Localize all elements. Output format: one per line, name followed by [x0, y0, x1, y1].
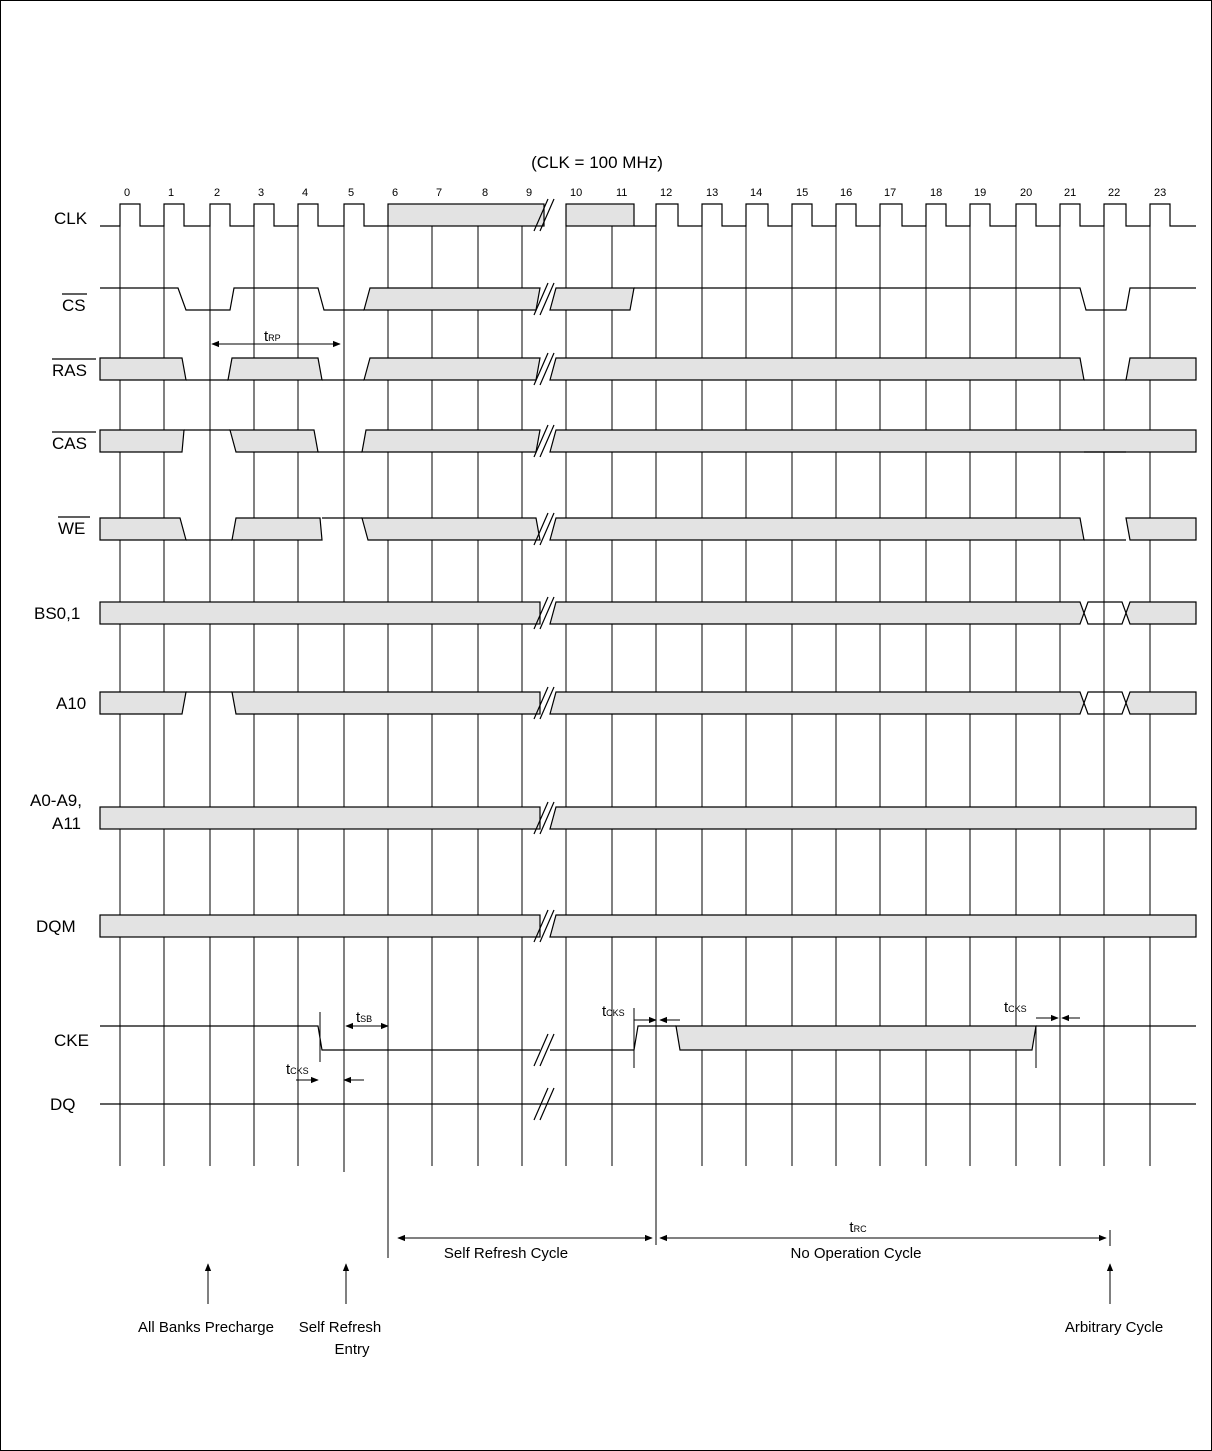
bs-waveform — [99, 601, 1197, 625]
cs-waveform — [100, 287, 1196, 311]
break-mark — [539, 352, 555, 386]
tcks-label-1: tCKS — [286, 1061, 309, 1078]
tcks-label-3: tCKS — [1004, 999, 1027, 1016]
event-self-refresh-entry-2: Entry — [334, 1341, 370, 1358]
clock-number: 16 — [840, 187, 852, 199]
clock-number: 20 — [1020, 187, 1032, 199]
clock-number: 21 — [1064, 187, 1076, 199]
event-annotations: All Banks Precharge Self Refresh Entry A… — [138, 1263, 1163, 1358]
break-mark — [533, 1087, 549, 1121]
break-mark — [533, 801, 549, 835]
break-mark — [533, 424, 549, 458]
label-cke: CKE — [54, 1031, 89, 1050]
break-mark — [539, 282, 555, 316]
clock-number: 22 — [1108, 187, 1120, 199]
break-mark — [533, 352, 549, 386]
break-mark — [533, 686, 549, 720]
cycle-annotations: Self Refresh Cycle tRC No Operation Cycl… — [387, 1100, 1111, 1262]
label-we: WE — [58, 519, 85, 538]
no-operation-label: No Operation Cycle — [791, 1245, 922, 1262]
label-addr-1: A0-A9, — [30, 791, 82, 810]
clock-number: 15 — [796, 187, 808, 199]
signal-labels: CLK CS RAS CAS WE BS0,1 A10 A0-A9, A11 D… — [30, 209, 89, 1114]
clock-number: 13 — [706, 187, 718, 199]
break-mark — [539, 801, 555, 835]
clock-number: 8 — [482, 187, 488, 199]
break-marks — [533, 198, 555, 1121]
addr-waveform — [99, 806, 1197, 830]
clock-number: 1 — [168, 187, 174, 199]
break-mark — [533, 909, 549, 943]
clock-number: 5 — [348, 187, 354, 199]
label-bs: BS0,1 — [34, 604, 80, 623]
clock-number: 17 — [884, 187, 896, 199]
break-mark — [533, 512, 549, 546]
clock-number: 10 — [570, 187, 582, 199]
diagram-title: (CLK = 100 MHz) — [531, 153, 663, 172]
clk-pulses-after — [634, 203, 1196, 227]
event-self-refresh-entry-1: Self Refresh — [299, 1319, 382, 1336]
clk-stopped-region-1 — [387, 203, 545, 227]
clock-number: 0 — [124, 187, 130, 199]
label-clk: CLK — [54, 209, 88, 228]
label-a10: A10 — [56, 694, 86, 713]
clock-number: 18 — [930, 187, 942, 199]
break-mark — [533, 1033, 549, 1067]
clock-number: 14 — [750, 187, 762, 199]
clk-stopped-region-2 — [565, 203, 635, 227]
break-mark — [533, 596, 549, 630]
trp-label: tRP — [264, 328, 281, 345]
label-dq: DQ — [50, 1095, 76, 1114]
clock-numbers: 0 1 2 3 4 5 6 7 8 9 10 11 12 13 14 15 16 17 18 19 20 21 22 23 — [124, 187, 1166, 199]
event-arbitrary-cycle: Arbitrary Cycle — [1065, 1319, 1163, 1336]
clock-number: 2 — [214, 187, 220, 199]
ras-waveform — [99, 357, 1197, 381]
label-cas: CAS — [52, 434, 87, 453]
clock-number: 7 — [436, 187, 442, 199]
trc-label: tRC — [849, 1219, 867, 1236]
label-ras: RAS — [52, 361, 87, 380]
label-cs: CS — [62, 296, 86, 315]
cke-waveform — [100, 1008, 1196, 1068]
tsb-label: tSB — [356, 1009, 372, 1026]
clock-number: 3 — [258, 187, 264, 199]
clock-number: 9 — [526, 187, 532, 199]
cas-waveform — [99, 429, 1197, 453]
clock-number: 12 — [660, 187, 672, 199]
break-mark — [533, 282, 549, 316]
tcks-label-2: tCKS — [602, 1003, 625, 1020]
break-mark — [539, 512, 555, 546]
clock-number: 23 — [1154, 187, 1166, 199]
label-addr-2: A11 — [52, 814, 81, 833]
event-all-banks-precharge: All Banks Precharge — [138, 1319, 274, 1336]
timing-annotations: tRP tSB tCKS tCKS tCKS — [211, 328, 1080, 1084]
clock-number: 11 — [616, 187, 627, 199]
break-mark — [533, 198, 549, 232]
break-mark — [539, 596, 555, 630]
break-mark — [539, 424, 555, 458]
break-mark — [539, 909, 555, 943]
break-mark — [539, 1033, 555, 1067]
we-waveform — [99, 517, 1197, 541]
label-dqm: DQM — [36, 917, 76, 936]
a10-waveform — [99, 691, 1197, 715]
self-refresh-label: Self Refresh Cycle — [444, 1245, 568, 1262]
break-mark — [539, 686, 555, 720]
clock-number: 4 — [302, 187, 308, 199]
clock-number: 6 — [392, 187, 398, 199]
clock-number: 19 — [974, 187, 986, 199]
clk-waveform — [100, 203, 1196, 227]
break-mark — [539, 1087, 555, 1121]
active-low-overbars — [52, 293, 96, 518]
clk-pulses — [100, 203, 388, 227]
break-mark — [539, 198, 555, 232]
dqm-waveform — [99, 914, 1197, 938]
